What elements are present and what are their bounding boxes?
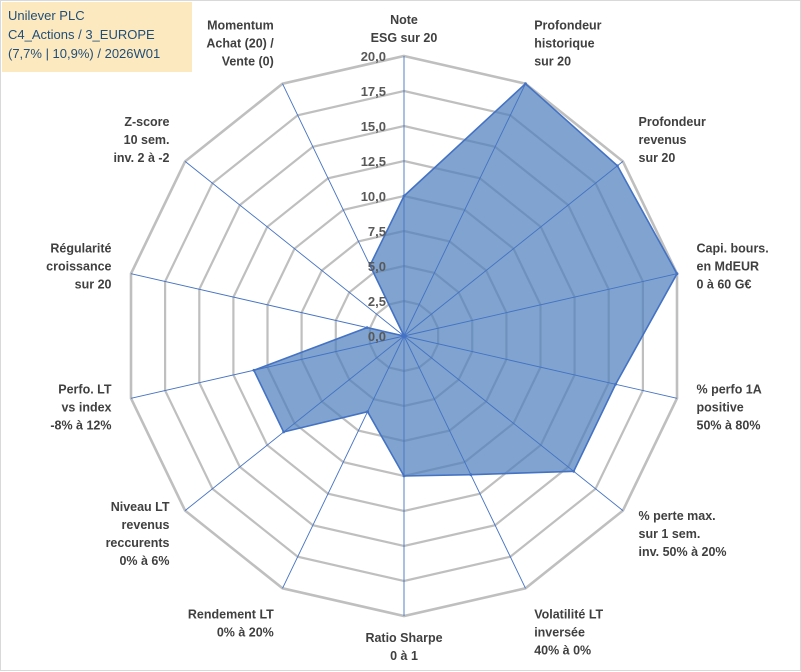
axis-label-line: ESG sur 20 — [371, 31, 438, 45]
axis-label: Rendement LT 0% à 20% — [188, 607, 274, 639]
tick-label: 17,5 — [361, 84, 386, 99]
radar-spoke — [403, 273, 678, 337]
axis-label: Volatilité LT inversée 40% à 0% — [534, 607, 603, 657]
axis-label-line: Vente (0) — [222, 55, 274, 69]
axis-label-line: Achat (20) / — [206, 37, 274, 51]
axis-label-line: vs index — [61, 400, 111, 414]
radar-spoke — [184, 161, 405, 337]
tick-label: 0,0 — [368, 329, 386, 344]
axis-label-line: en MdEUR — [697, 260, 760, 274]
axis-label-line: Régularité — [50, 242, 111, 256]
radar-spoke — [403, 335, 678, 399]
tick-label: 15,0 — [361, 119, 386, 134]
axis-label-line: 40% à 0% — [534, 643, 591, 657]
tick-label: 10,0 — [361, 189, 386, 204]
axis-label-line: % perte max. — [639, 509, 716, 523]
axis-label: Ratio Sharpe 0 à 1 — [365, 631, 442, 663]
axis-label-line: Momentum — [207, 19, 274, 33]
axis-label-line: Note — [390, 13, 418, 27]
axis-label: Régularité croissance sur 20 — [46, 242, 111, 292]
axis-label: Perfo. LT vs index -8% à 12% — [50, 382, 112, 432]
axis-label-line: 50% à 80% — [697, 418, 761, 432]
radar-spoke — [403, 83, 526, 337]
axis-label-line: reccurents — [106, 536, 170, 550]
axis-label: Z-score 10 sem. inv. 2 à -2 — [113, 115, 169, 165]
axis-label-line: Perfo. LT — [58, 382, 112, 396]
axis-label-line: Volatilité LT — [534, 607, 603, 621]
axis-label-line: sur 20 — [75, 278, 112, 292]
axis-label-line: -8% à 12% — [50, 418, 111, 432]
axis-label: % perte max. sur 1 sem. inv. 50% à 20% — [639, 509, 727, 559]
axis-label-line: inv. 2 à -2 — [113, 151, 169, 165]
tick-label: 2,5 — [368, 294, 386, 309]
axis-label-line: sur 1 sem. — [639, 527, 701, 541]
radar-spoke — [282, 83, 405, 337]
axis-label: Momentum Achat (20) / Vente (0) — [206, 19, 274, 69]
axis-label-line: Z-score — [124, 115, 169, 129]
axis-label: Note ESG sur 20 — [371, 13, 438, 45]
axis-label: Profondeur historique sur 20 — [534, 19, 601, 69]
axis-label-line: Profondeur — [534, 19, 601, 33]
axis-label-line: revenus — [122, 518, 170, 532]
radar-spoke — [282, 335, 405, 589]
tick-label: 12,5 — [361, 154, 386, 169]
axis-label: Niveau LT revenus reccurents 0% à 6% — [106, 500, 170, 568]
axis-label-line: Profondeur — [639, 115, 706, 129]
radar-spoke — [130, 273, 405, 337]
axis-label-line: 0% à 20% — [217, 625, 274, 639]
axis-label-line: revenus — [639, 133, 687, 147]
radar-spoke — [184, 335, 405, 511]
axis-label-line: Niveau LT — [111, 500, 170, 514]
axis-label-line: positive — [697, 400, 744, 414]
axis-label-line: 10 sem. — [124, 133, 170, 147]
axis-label-line: croissance — [46, 260, 111, 274]
radar-axis-labels: Note ESG sur 20 Profondeur historique sur 20… — [46, 13, 769, 663]
tick-label: 7,5 — [368, 224, 386, 239]
axis-label-line: Ratio Sharpe — [365, 631, 442, 645]
axis-label-line: Capi. bours. — [697, 242, 769, 256]
axis-label-line: sur 20 — [639, 151, 676, 165]
radar-tick-labels: 0,0 2,5 5,0 7,5 10,0 12,5 15,0 17,5 20,0 — [361, 49, 386, 344]
title-line-stats: (7,7% | 10,9%) / 2026W01 — [8, 46, 161, 61]
radar-spoke — [403, 161, 624, 337]
axis-label: % perfo 1A positive 50% à 80% — [697, 382, 762, 432]
axis-label: Capi. bours. en MdEUR 0 à 60 G€ — [697, 242, 769, 292]
axis-label-line: 0 à 1 — [390, 649, 418, 663]
axis-label-line: Rendement LT — [188, 607, 274, 621]
title-line-category: C4_Actions / 3_EUROPE — [8, 27, 155, 42]
chart-title-box: Unilever PLC C4_Actions / 3_EUROPE (7,7%… — [2, 2, 192, 72]
tick-label: 20,0 — [361, 49, 386, 64]
title-line-company: Unilever PLC — [8, 8, 85, 23]
radar-spoke — [130, 335, 405, 399]
radar-spokes — [130, 56, 678, 616]
axis-label-line: % perfo 1A — [697, 382, 762, 396]
axis-label-line: historique — [534, 37, 594, 51]
axis-label-line: 0% à 6% — [119, 554, 169, 568]
tick-label: 5,0 — [368, 259, 386, 274]
axis-label-line: 0 à 60 G€ — [697, 278, 752, 292]
axis-label: Profondeur revenus sur 20 — [639, 115, 706, 165]
axis-label-line: sur 20 — [534, 55, 571, 69]
axis-label-line: inv. 50% à 20% — [639, 545, 727, 559]
radar-spoke — [403, 335, 624, 511]
axis-label-line: inversée — [534, 625, 585, 639]
radar-spoke — [403, 335, 526, 589]
